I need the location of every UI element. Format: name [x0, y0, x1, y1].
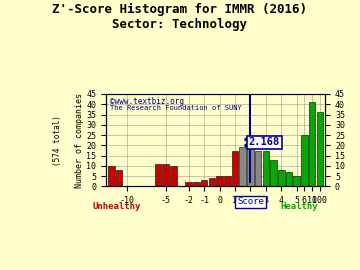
Text: (574 total): (574 total) — [53, 115, 62, 166]
Bar — [108, 166, 115, 186]
Bar — [154, 164, 161, 186]
Text: ©www.textbiz.org: ©www.textbiz.org — [111, 97, 184, 106]
Bar — [208, 178, 215, 186]
Bar — [247, 147, 254, 186]
Bar — [162, 164, 169, 186]
Bar — [270, 160, 277, 186]
Text: Score: Score — [237, 197, 264, 207]
Text: Z'-Score Histogram for IMMR (2016)
Sector: Technology: Z'-Score Histogram for IMMR (2016) Secto… — [53, 3, 307, 31]
Bar — [232, 151, 238, 186]
Bar — [301, 135, 308, 186]
Bar — [293, 176, 300, 186]
Text: The Research Foundation of SUNY: The Research Foundation of SUNY — [111, 105, 242, 111]
Bar — [239, 147, 246, 186]
Bar — [193, 182, 200, 186]
Bar — [309, 102, 315, 186]
Bar — [216, 176, 223, 186]
Bar — [201, 180, 207, 186]
Bar — [316, 112, 323, 186]
Bar — [286, 172, 292, 186]
Y-axis label: Number of companies: Number of companies — [75, 93, 84, 188]
Text: 2.168: 2.168 — [249, 137, 280, 147]
Bar — [278, 170, 284, 186]
Bar — [185, 182, 192, 186]
Text: Healthy: Healthy — [280, 202, 318, 211]
Bar — [170, 166, 176, 186]
Bar — [255, 151, 261, 186]
Bar — [262, 151, 269, 186]
Bar — [116, 170, 122, 186]
Text: Unhealthy: Unhealthy — [93, 202, 141, 211]
Bar — [224, 176, 230, 186]
